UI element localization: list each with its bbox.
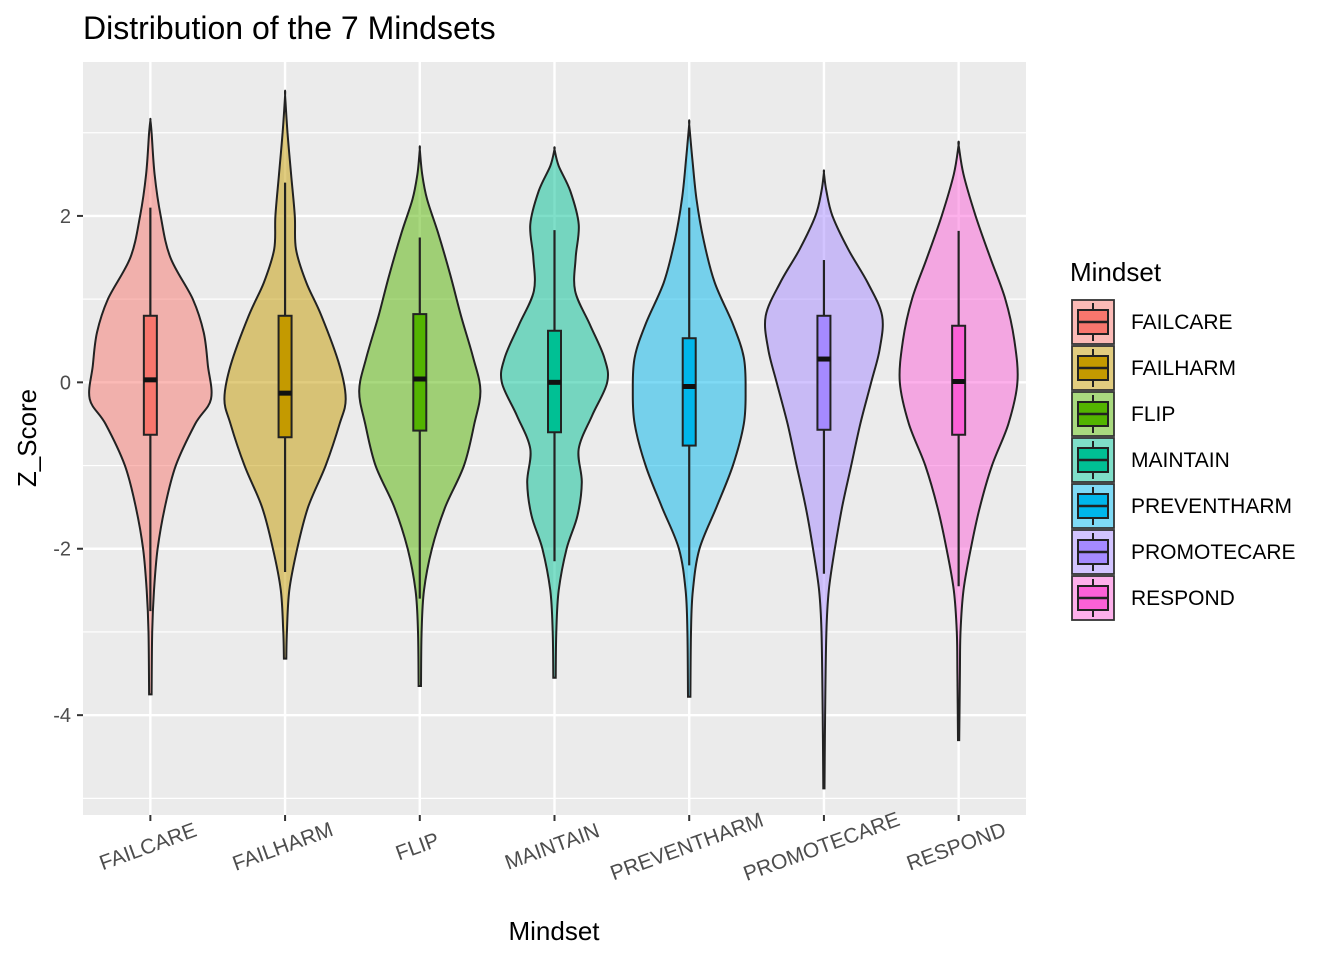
violin-failharm [223,89,347,660]
legend-title: Mindset [1070,257,1162,287]
legend-label: FAILCARE [1131,311,1233,334]
legend-label: MAINTAIN [1131,449,1230,472]
legend-item-maintain: MAINTAIN [1071,437,1230,483]
legend-item-respond: RESPOND [1071,575,1235,621]
box [412,313,428,432]
x-tick-label: MAINTAIN [502,819,603,874]
legend-item-preventharm: PREVENTHARM [1071,483,1292,529]
y-tick-label: -4 [53,705,71,727]
x-tick-label: PROMOTECARE [740,808,902,886]
x-tick-label: FAILHARM [230,818,337,876]
box [277,314,293,439]
y-tick-label: 2 [60,206,71,228]
y-tick-label: 0 [60,372,71,394]
legend-label: PROMOTECARE [1131,541,1296,564]
box [816,314,832,431]
legend-items: FAILCARE FAILHARM FLIP MAINTAIN PREVENTHARM P… [1071,299,1296,621]
legend-label: PREVENTHARM [1131,495,1292,518]
violin-preventharm [631,119,747,698]
violin-maintain [499,146,610,679]
legend-label: RESPOND [1131,587,1235,610]
x-tick-label: FAILCARE [96,819,199,875]
y-axis-label: Z_Score [12,389,42,487]
violin-promotecare [763,169,884,790]
violin-flip [358,145,482,687]
legend-label: FAILHARM [1131,357,1236,380]
chart-title: Distribution of the 7 Mindsets [83,10,496,46]
box [681,337,697,447]
y-axis-ticks: -4 -2 0 2 [53,206,83,727]
legend-item-flip: FLIP [1071,391,1175,437]
legend-item-promotecare: PROMOTECARE [1071,529,1296,575]
y-tick-label: -2 [53,539,71,561]
x-axis-ticks: FAILCARE FAILHARM FLIP MAINTAIN PREVENTHARMP… [96,808,1009,886]
legend-label: FLIP [1131,403,1175,426]
box [142,314,158,436]
legend: Mindset FAILCARE FAILHARM FLIP MAINTAIN PREV… [1070,257,1296,621]
violin-failcare [88,117,213,696]
x-tick-label: RESPOND [904,818,1009,875]
legend-item-failcare: FAILCARE [1071,299,1233,345]
x-axis-label: Mindset [508,916,600,946]
violin-respond [898,140,1019,742]
legend-item-failharm: FAILHARM [1071,345,1236,391]
violins [88,89,1019,790]
x-tick-label: FLIP [393,828,443,865]
x-tick-label: PREVENTHARM [607,809,766,886]
